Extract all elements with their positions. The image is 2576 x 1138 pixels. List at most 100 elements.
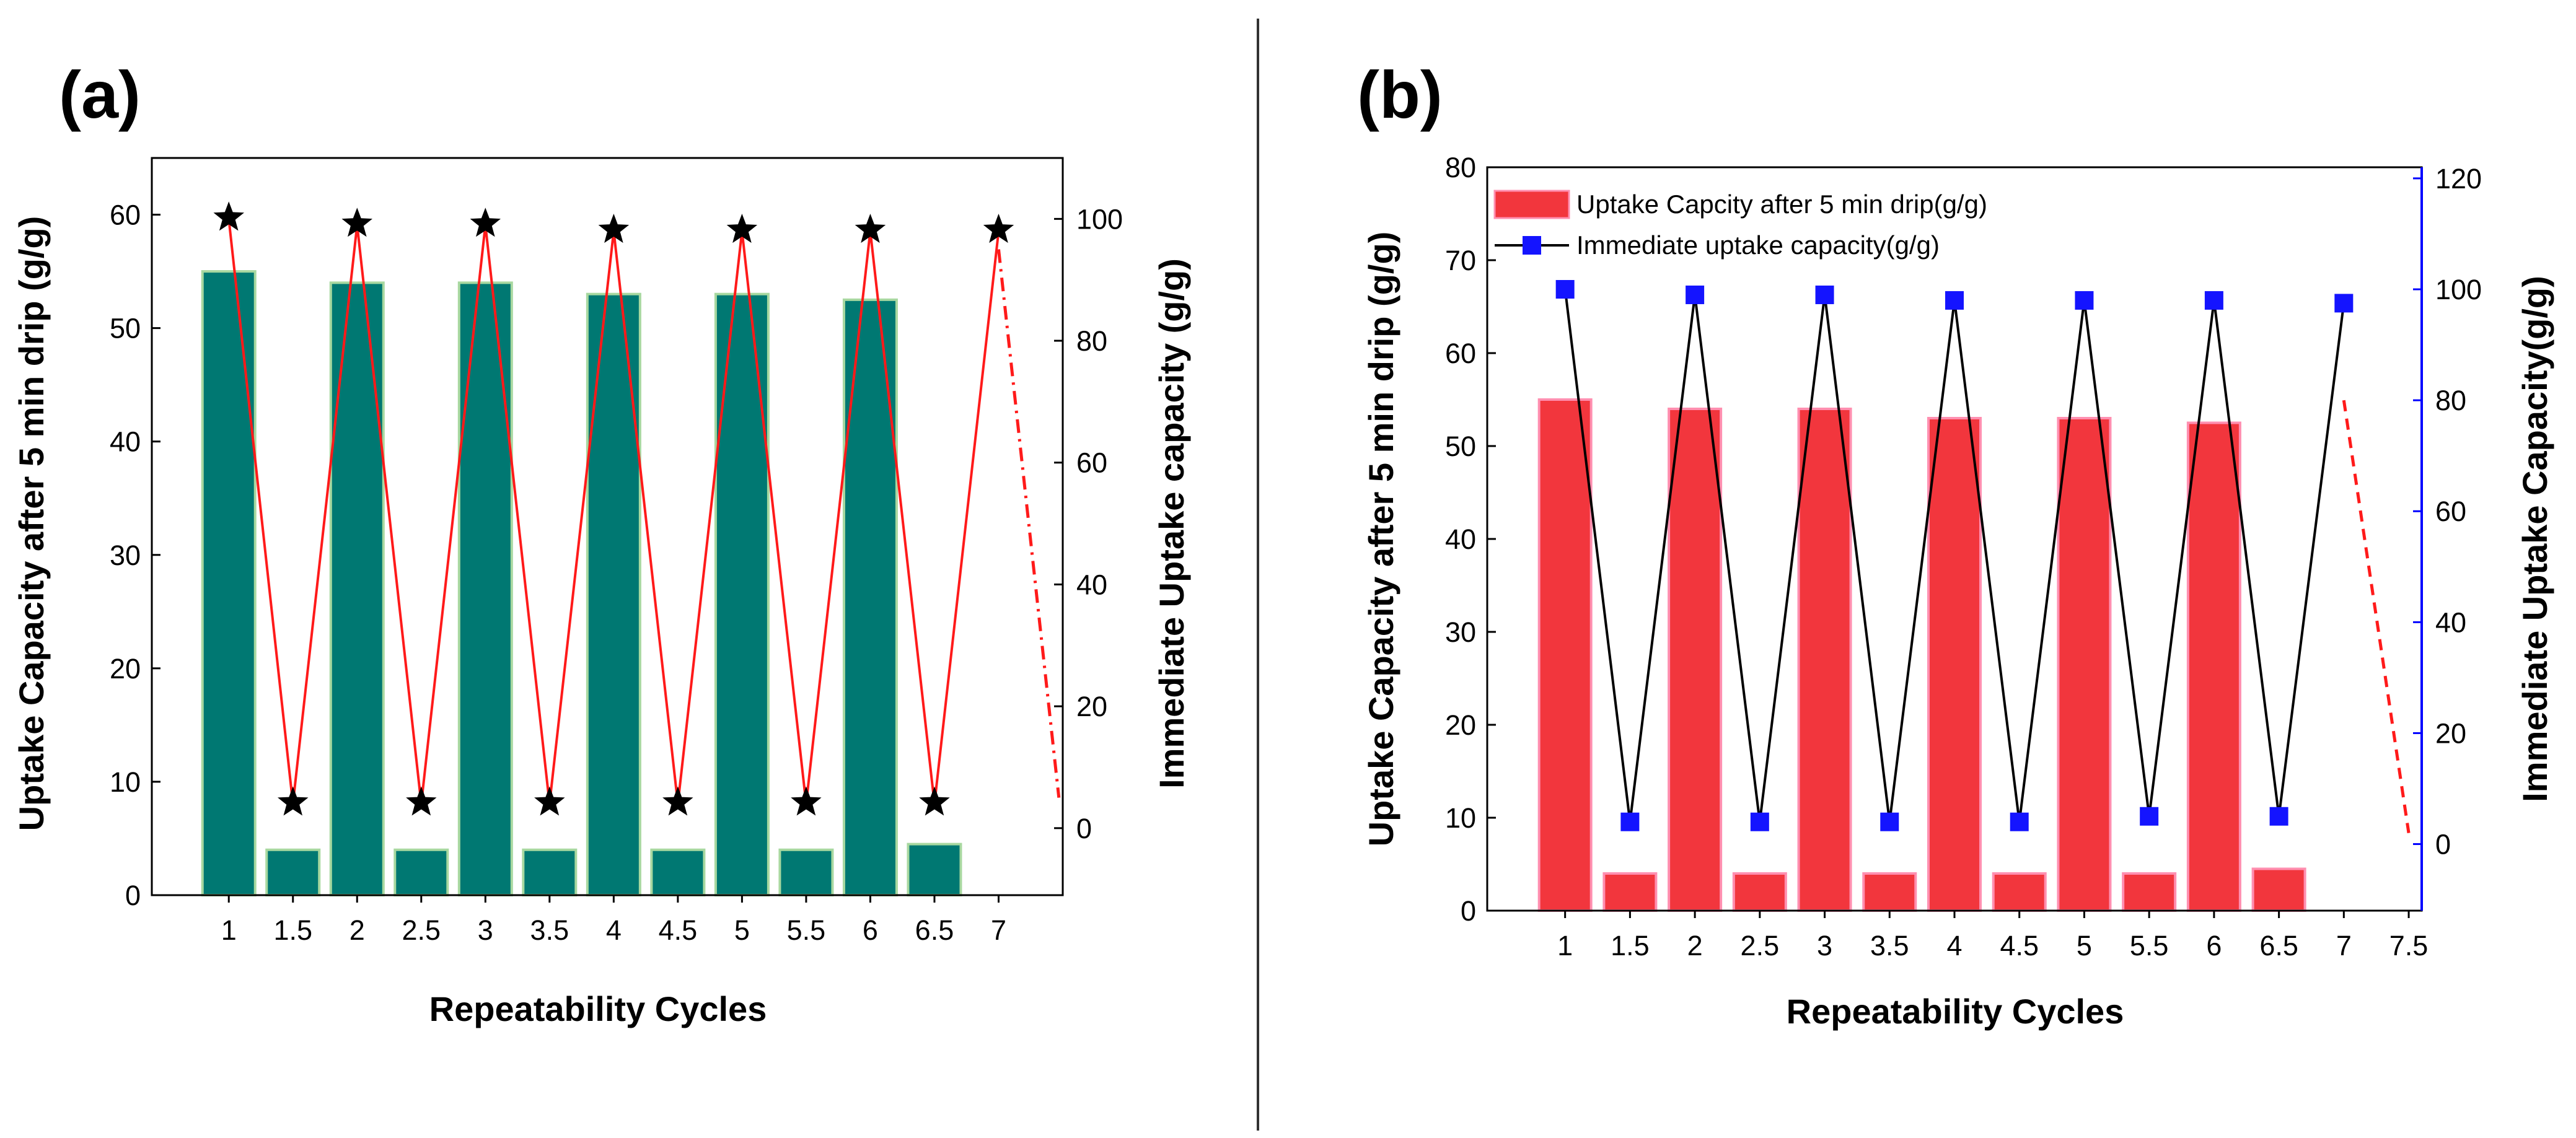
panel-a-ytick-label-10: 10 [110, 766, 141, 798]
panel-a-marker-2 [341, 208, 372, 237]
panel-a-xtick-label-1: 1 [221, 914, 237, 946]
panel-b-marker-6.5 [2269, 807, 2288, 826]
panel-a-bar-5 [714, 292, 770, 896]
panel-a-xtick-label-1.5: 1.5 [273, 914, 312, 946]
panel-a-marker-4 [598, 214, 630, 243]
panel-a-marker-6 [855, 214, 886, 243]
panel-b-y2tick-label-60: 60 [2435, 496, 2466, 527]
panel-b-bar-3.5 [1862, 872, 1917, 912]
panel-a: (a) Uptake Capacity after 5 min drip (g/… [12, 57, 1191, 1028]
panel-b-ytick-label-70: 70 [1445, 245, 1476, 276]
panel-a-xtick-label-6: 6 [863, 914, 878, 946]
panel-a-ytick-label-40: 40 [110, 426, 141, 458]
panel-a-marker-1 [213, 201, 244, 231]
panel-a-bar-2.5 [393, 848, 449, 897]
panel-a-ytick-label-60: 60 [110, 199, 141, 231]
panel-b: (b) Uptake Capacity after 5 min drip (g/… [1357, 57, 2554, 1031]
panel-a-xtick-label-7: 7 [991, 914, 1006, 946]
panel-a-marker-7 [983, 214, 1014, 243]
panel-a-ytick-label-20: 20 [110, 653, 141, 685]
panel-b-marker-2.5 [1750, 812, 1769, 831]
panel-b-marker-4.5 [2010, 812, 2029, 831]
panel-b-xtick-label-6: 6 [2206, 930, 2222, 961]
panel-b-xtick-label-4.5: 4.5 [2000, 930, 2039, 961]
panel-b-xtick-label-3: 3 [1817, 930, 1832, 961]
panel-b-bar-6.5 [2251, 867, 2306, 912]
panel-a-marker-3.5 [534, 786, 565, 816]
panel-a-y2-axis-title: Immediate Uptake capacity (g/g) [1152, 258, 1191, 789]
panel-a-xtick-label-6.5: 6.5 [915, 914, 954, 946]
panel-a-marker-6.5 [919, 786, 950, 816]
panel-a-ytick-label-50: 50 [110, 313, 141, 344]
panel-b-marker-3 [1815, 285, 1834, 304]
panel-b-xtick-label-1: 1 [1557, 930, 1573, 961]
panel-a-bar-5.5 [778, 848, 834, 897]
panel-a-marker-4.5 [662, 786, 693, 816]
panel-a-bar-6.5 [907, 843, 962, 896]
panel-b-x-axis-title: Repeatability Cycles [1787, 992, 2124, 1031]
panel-b-bar-2.5 [1732, 872, 1787, 912]
panel-b-xtick-label-6.5: 6.5 [2259, 930, 2298, 961]
panel-b-ytick-label-30: 30 [1445, 616, 1476, 648]
panel-b-xtick-label-3.5: 3.5 [1870, 930, 1909, 961]
panel-a-ytick-label-0: 0 [125, 880, 141, 911]
panel-b-marker-1 [1555, 280, 1575, 299]
panel-b-xtick-label-5.5: 5.5 [2130, 930, 2169, 961]
panel-a-x-axis-title: Repeatability Cycles [429, 989, 767, 1028]
panel-a-y2tick-label-40: 40 [1076, 569, 1107, 600]
panel-b-y2tick-label-40: 40 [2435, 606, 2466, 638]
panel-b-plot: 0 10 20 30 40 50 60 70 80 0 20 40 60 80 100 120 1 1.5 2 2.5… [1445, 152, 2482, 961]
panel-b-legend-label-1: Immediate uptake capacity(g/g) [1576, 230, 1940, 260]
panel-b-ytick-label-40: 40 [1445, 523, 1476, 555]
panel-a-xtick-label-3: 3 [478, 914, 493, 946]
panel-a-plot: 0 10 20 30 40 50 60 0 20 40 60 80 100 1 1.5 2 2.5 3 3.5 4 4.… [110, 157, 1123, 946]
panel-b-y2-axis-title: Immediate Uptake Capacity(g/g) [2515, 276, 2554, 802]
panel-b-legend-marker-swatch [1523, 236, 1541, 255]
panel-b-ytick-label-80: 80 [1445, 152, 1476, 183]
panel-b-y2tick-label-20: 20 [2435, 717, 2466, 749]
panel-b-legend-label-0: Uptake Capcity after 5 min drip(g/g) [1576, 190, 1987, 219]
panel-b-legend-bar-swatch [1493, 190, 1570, 219]
panel-b-bar-4.5 [1992, 872, 2047, 912]
panel-a-y2tick-label-0: 0 [1076, 813, 1092, 844]
panel-a-bar-1.5 [265, 848, 321, 897]
panel-b-bar-5 [2057, 417, 2112, 912]
panel-a-marker-5 [726, 214, 758, 243]
panel-b-xtick-label-2.5: 2.5 [1741, 930, 1780, 961]
panel-a-marker-5.5 [791, 786, 822, 816]
panel-b-marker-7 [2334, 294, 2354, 313]
panel-a-y2tick-label-20: 20 [1076, 691, 1107, 722]
panel-b-ytick-label-60: 60 [1445, 338, 1476, 369]
panel-b-y-axis-title: Uptake Capacity after 5 min drip (g/g) [1361, 232, 1400, 847]
panel-a-ytick-label-30: 30 [110, 540, 141, 571]
panel-b-bar-1.5 [1602, 872, 1658, 912]
panel-a-xtick-label-4: 4 [606, 914, 622, 946]
panel-b-bar-6 [2186, 421, 2241, 912]
panel-a-marker-3 [470, 208, 501, 237]
panel-b-y2tick-label-0: 0 [2435, 829, 2451, 860]
panel-b-xtick-label-5: 5 [2077, 930, 2092, 961]
panel-a-marker-1.5 [278, 786, 309, 816]
panel-b-y2tick-label-80: 80 [2435, 385, 2466, 416]
panel-a-xtick-label-2.5: 2.5 [402, 914, 441, 946]
panel-a-bar-1 [201, 270, 257, 897]
panel-b-bar-3 [1797, 408, 1852, 912]
panel-b-y2tick-label-100: 100 [2435, 274, 2482, 305]
panel-a-bar-4 [586, 292, 641, 896]
panel-a-bar-4.5 [650, 848, 706, 897]
panel-a-bar-3.5 [522, 848, 578, 897]
panel-b-y2tick-label-120: 120 [2435, 163, 2482, 195]
panel-b-ytick-label-50: 50 [1445, 431, 1476, 462]
panel-a-y2tick-label-80: 80 [1076, 325, 1107, 357]
panel-b-ytick-label-10: 10 [1445, 802, 1476, 834]
panel-b-marker-1.5 [1620, 812, 1640, 831]
panel-a-xtick-label-3.5: 3.5 [530, 914, 569, 946]
panel-a-projection-line [996, 249, 1061, 798]
panel-b-xtick-label-7: 7 [2336, 930, 2352, 961]
panel-a-bar-3 [457, 281, 513, 896]
panel-a-xtick-label-5: 5 [734, 914, 750, 946]
panel-b-ytick-label-20: 20 [1445, 709, 1476, 741]
panel-b-xtick-label-4: 4 [1946, 930, 1962, 961]
